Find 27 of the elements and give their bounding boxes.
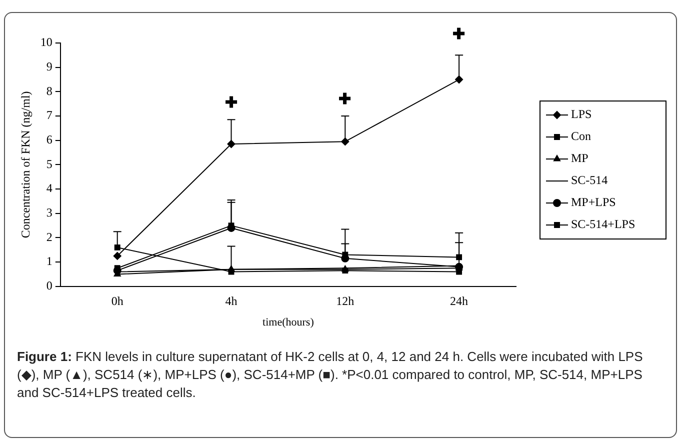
legend-label: MP+LPS — [571, 195, 616, 210]
y-tick-label: 3 — [46, 206, 52, 220]
y-tick-label: 8 — [46, 84, 52, 98]
x-tick-label: 24h — [450, 294, 468, 308]
legend-label: SC-514 — [571, 173, 608, 188]
y-axis-title: Concentration of FKN (ng/ml) — [18, 91, 32, 238]
x-tick-label: 0h — [111, 294, 124, 308]
annotation: ✚ — [338, 92, 352, 108]
y-tick-label: 2 — [46, 230, 52, 244]
y-tick-label: 5 — [46, 156, 52, 171]
x-axis-title: time(hours) — [262, 316, 314, 328]
y-tick-label: 9 — [46, 59, 52, 74]
annotation: ✚ — [224, 96, 238, 112]
annotation: ✚ — [452, 27, 466, 44]
legend-label: LPS — [571, 107, 592, 122]
legend-label: MP — [571, 151, 589, 166]
caption: Figure 1: FKN levels in culture supernatant of HK-2 cells at 0, 4, 12 and 24 h. Cells were incubated with LPS (◆), MP (▲), SC514 (∗), MP+LPS (●), SC-514+MP (■). *P<0.01 compared to control, MP, SC-514, MP+LPS and SC-514+LPS treated cells. — [17, 348, 644, 402]
legend-label: SC-514+LPS — [571, 217, 636, 232]
y-tick-label: 1 — [46, 254, 52, 268]
y-tick-label: 4 — [46, 181, 52, 196]
x-tick-label: 4h — [225, 294, 238, 308]
legend-label: Con — [571, 129, 592, 144]
y-tick-label: 6 — [46, 132, 52, 147]
y-tick-label: 7 — [46, 108, 52, 122]
y-tick-label: 0 — [46, 278, 52, 293]
x-tick-label: 12h — [336, 294, 354, 308]
y-tick-label: 10 — [40, 35, 52, 50]
